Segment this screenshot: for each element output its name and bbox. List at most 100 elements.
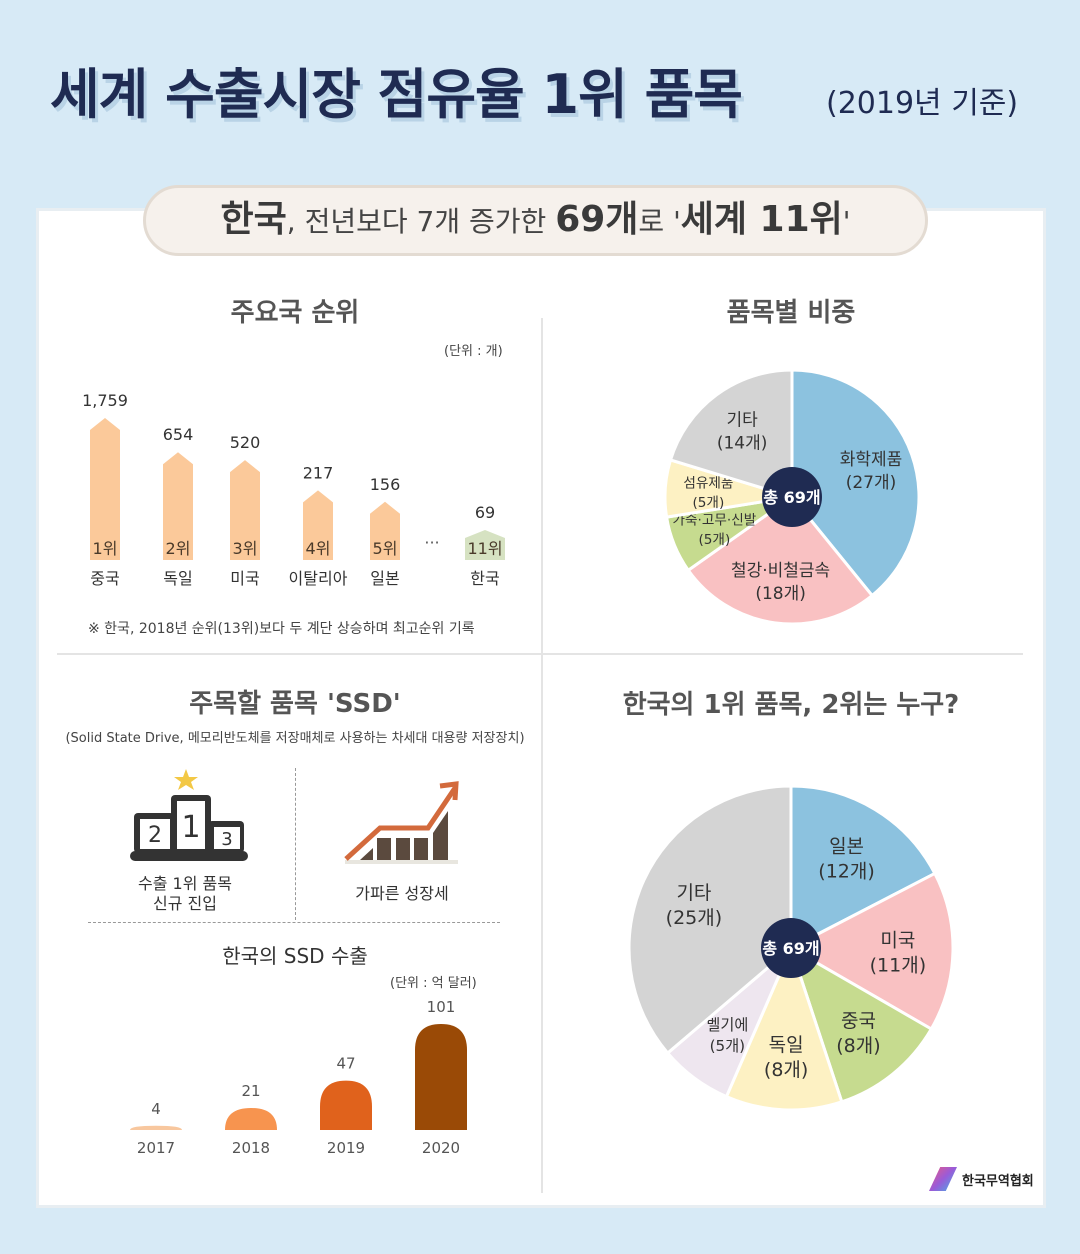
category-share-title: 품목별 비중 [726,298,856,328]
category-label: 독일 [163,569,192,588]
value-label: 4 [151,1100,161,1118]
category-label: 한국 [470,569,499,588]
year-label: 2019 [327,1139,365,1157]
value-label: 21 [241,1082,260,1100]
year-label: 2017 [137,1139,175,1157]
divider [541,318,543,1193]
ranking-title: 주요국 순위 [230,298,360,328]
slice-name: 기타 [726,411,758,431]
slice-count: (5개) [692,495,724,511]
ellipsis: ··· [424,533,439,552]
slice-name: 중국 [841,1010,876,1032]
ssd-bar-2019 [320,1080,372,1130]
slice-count: (8개) [764,1059,808,1081]
ssd-bar-2020 [415,1023,467,1130]
slice-name: 화학제품 [840,450,903,470]
second-place-pie-chart: 일본 (12개) 미국 (11개) 중국 (8개) 독일 (8개) 벨기에 (5개) 기타 (25개)… [627,784,955,1112]
divider [88,922,500,923]
slice-count: (27개) [846,473,897,493]
slice-count: (5개) [698,532,730,548]
pie-slice-철강·비철금속 [686,494,875,626]
bar-한국 [465,530,505,560]
rank-label: 11위 [467,539,502,558]
value-label: 69 [475,503,495,522]
ssd-title: 주목할 품목 'SSD' [189,689,401,719]
rank-label: 2위 [166,539,191,558]
rank-label: 3위 [233,539,258,558]
banner-rank: 세계 11위 [680,199,843,240]
slice-count: (12개) [818,861,874,883]
feature-label: 수출 1위 품목 [138,874,232,893]
divider [57,653,1023,655]
page-subtitle: (2019년 기준) [826,86,1019,121]
value-label: 156 [370,475,401,494]
ssd-bar-2018 [225,1107,277,1130]
podium-3: 3 [221,829,232,850]
ssd-export-title: 한국의 SSD 수출 [222,944,368,968]
ssd-unit: (단위 : 억 달러) [390,976,477,991]
slice-name: 철강·비철금속 [731,561,830,581]
slice-count: (18개) [755,584,806,604]
slice-name: 미국 [880,929,915,951]
second-place-title: 한국의 1위 품목, 2위는 누구? [622,690,960,720]
banner-text: ' [842,205,851,238]
pie-slice-중국 [788,944,934,1104]
bar-독일 [163,452,193,560]
bar-이탈리아 [303,490,333,560]
podium-icon: 2 1 3 [130,769,248,861]
pie-slice-일본 [789,784,937,951]
year-label: 2020 [422,1139,460,1157]
banner-count: 69개 [555,199,639,240]
slice-count: (5개) [710,1037,746,1055]
feature-growth: 가파른 성장세 [355,884,449,903]
category-label: 미국 [230,569,259,588]
pie-center [761,918,821,978]
podium-2: 2 [148,823,162,848]
total-label: 총 69개 [762,939,819,958]
banner-text: , 전년보다 7개 증가한 [286,205,556,238]
value-label: 1,759 [82,391,128,410]
slice-count: (25개) [666,907,722,929]
banner-country: 한국 [220,199,287,240]
pie-slice-기타 [627,784,793,1056]
pie-center [762,467,822,527]
slice-name: 가죽·고무·신발 [673,513,757,529]
pie-slice-미국 [787,871,955,1032]
ranking-unit: (단위 : 개) [444,344,503,359]
slice-name: 벨기에 [706,1016,748,1034]
category-label: 이탈리아 [289,569,348,588]
ssd-export-chart: 4 2017 21 2018 47 2019 101 2020 [130,998,467,1157]
category-pie-chart: 화학제품 (27개) 철강·비철금속 (18개) 가죽·고무·신발 (5개) 섬유제품 (5개… [663,368,921,626]
value-label: 101 [427,998,456,1016]
rank-label: 5위 [373,539,398,558]
divider [295,768,296,920]
headline-banner: 한국, 전년보다 7개 증가한 69개로 '세계 11위' [143,185,928,256]
ssd-bar-2017 [130,1125,182,1130]
pie-slice-독일 [724,943,844,1112]
slice-name: 섬유제품 [683,475,733,491]
rank-label: 4위 [306,539,331,558]
value-label: 520 [230,433,261,452]
rank-label: 1위 [93,539,118,558]
podium-1: 1 [181,810,200,845]
slice-count: (14개) [717,434,768,454]
pie-slice-기타 [668,368,794,500]
slice-name: 독일 [769,1034,804,1056]
ssd-description: (Solid State Drive, 메모리반도체를 저장매체로 사용하는 차… [65,731,525,746]
kita-logo-text: 한국무역협회 [962,1174,1034,1189]
pie-slice-화학제품 [790,368,921,598]
total-label: 총 69개 [763,488,820,507]
star-icon [174,769,198,790]
category-label: 중국 [90,569,119,588]
slice-name: 기타 [676,882,711,904]
slice-count: (8개) [836,1035,880,1057]
value-label: 654 [163,425,194,444]
value-label: 47 [336,1055,355,1073]
bar-미국 [230,460,260,560]
feature-label: 신규 진입 [153,894,217,913]
feature-new-entry: 수출 1위 품목 신규 진입 [110,874,260,914]
category-label: 일본 [370,569,399,588]
bar-중국 [90,418,120,560]
slice-name: 일본 [829,836,864,858]
